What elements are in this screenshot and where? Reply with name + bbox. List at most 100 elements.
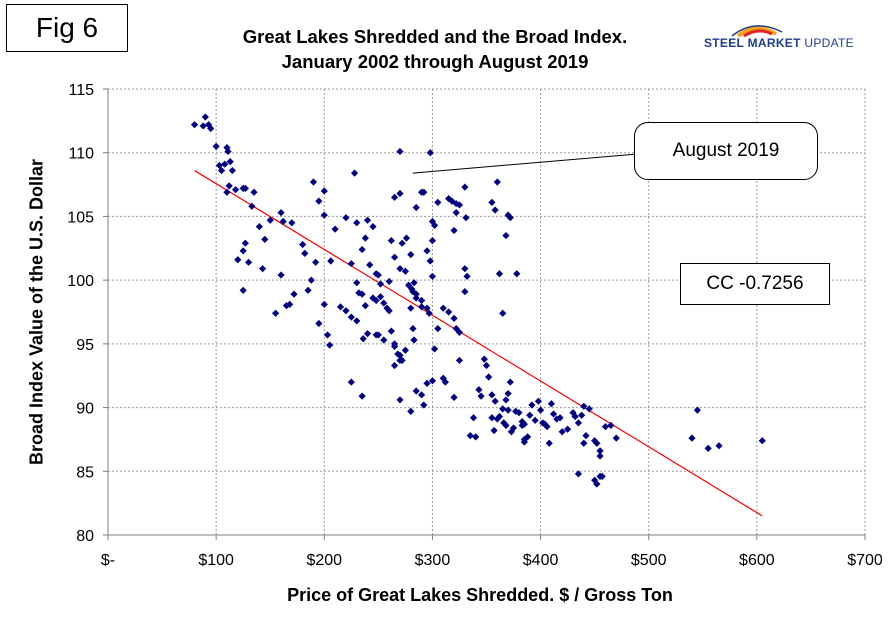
data-point [536, 406, 545, 414]
data-point [591, 476, 599, 484]
data-point [272, 309, 280, 317]
y-tick-label: 80 [76, 528, 94, 545]
data-point [361, 302, 369, 310]
data-point [461, 288, 469, 296]
data-point [506, 378, 514, 386]
y-tick-label: 115 [68, 82, 94, 99]
data-point [398, 356, 406, 365]
data-point [288, 219, 296, 227]
data-point [401, 267, 409, 275]
data-point [585, 405, 593, 413]
data-point [353, 317, 361, 325]
data-point [232, 186, 240, 194]
data-point [502, 396, 510, 404]
data-point [543, 423, 551, 431]
data-point [461, 183, 469, 191]
data-point [499, 405, 507, 413]
data-point [277, 271, 285, 279]
data-point [488, 391, 496, 399]
data-point [312, 258, 320, 266]
figure-label: Fig 6 [6, 4, 128, 52]
data-point [493, 178, 501, 186]
data-point [390, 253, 399, 261]
data-point [523, 433, 532, 441]
data-point [326, 341, 334, 349]
data-point [239, 286, 247, 294]
chart-title-line1: Great Lakes Shredded and the Broad Index… [242, 26, 628, 47]
data-point [190, 121, 199, 129]
data-point [225, 182, 233, 190]
data-point [461, 265, 469, 273]
logo-swoosh-icon [731, 25, 783, 38]
data-point [244, 258, 253, 266]
data-point [304, 286, 312, 294]
data-point [434, 198, 442, 207]
data-point [282, 302, 291, 310]
data-point [423, 247, 431, 255]
data-point [450, 393, 458, 401]
data-point [410, 279, 418, 287]
data-point [513, 270, 521, 278]
data-point [520, 435, 528, 444]
trend-line [194, 170, 763, 517]
data-point [475, 386, 483, 394]
data-point [234, 256, 242, 264]
data-point [387, 237, 395, 245]
data-point [509, 424, 518, 432]
data-point [224, 147, 232, 156]
data-point [347, 313, 355, 321]
data-point [578, 411, 586, 419]
data-point [591, 437, 599, 445]
x-tick-label: $700 [847, 552, 883, 569]
data-point [299, 240, 307, 249]
data-point [315, 197, 323, 205]
data-point [221, 160, 229, 168]
y-tick-label: 100 [67, 273, 94, 290]
data-point [301, 249, 309, 257]
data-point [715, 442, 723, 450]
data-point [380, 299, 388, 307]
y-tick-label: 90 [76, 401, 94, 418]
data-point [488, 414, 496, 422]
data-point [596, 447, 604, 455]
data-point [320, 187, 328, 195]
data-point [428, 237, 437, 245]
data-point [556, 414, 564, 422]
data-point [601, 423, 610, 431]
data-point [241, 239, 249, 247]
data-point [239, 247, 247, 255]
data-point [396, 189, 404, 198]
data-point [493, 415, 501, 423]
data-point [353, 279, 361, 287]
data-point [380, 336, 388, 344]
data-point [320, 211, 328, 219]
data-point [547, 400, 555, 408]
data-point [315, 319, 323, 328]
data-point [534, 397, 543, 405]
data-point [353, 219, 361, 227]
data-point [347, 378, 355, 386]
data-point [290, 290, 298, 298]
data-point [495, 270, 504, 278]
data-point [331, 225, 339, 233]
data-point [490, 426, 498, 435]
data-point [420, 188, 428, 196]
data-point [363, 216, 372, 224]
data-point [612, 434, 620, 442]
data-point [693, 406, 701, 414]
data-point [248, 202, 256, 210]
data-point [425, 309, 433, 317]
data-point [441, 378, 450, 386]
x-tick-label: $200 [306, 552, 342, 569]
data-point [361, 234, 369, 242]
x-tick-label: $300 [415, 552, 451, 569]
data-point [347, 259, 355, 268]
data-point [407, 304, 415, 312]
data-point [383, 304, 391, 312]
data-point [574, 470, 583, 478]
data-point [526, 411, 534, 419]
data-point [358, 290, 366, 298]
data-point [372, 331, 380, 339]
x-tick-label: $100 [198, 552, 234, 569]
